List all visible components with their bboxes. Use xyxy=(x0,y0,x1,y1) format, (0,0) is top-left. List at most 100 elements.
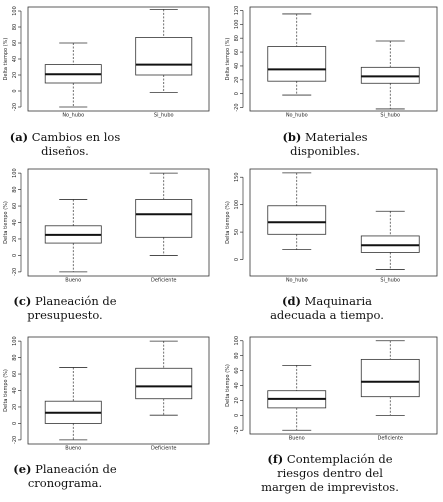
boxplot-chart-a: -20 0 20 40 60 80 100 Delta tiempo (%) No_hubo Si… xyxy=(3,6,210,119)
y-tick-label: 60 xyxy=(12,371,18,377)
y-tick-label: 100 xyxy=(12,336,18,346)
boxplot-chart-c: -20 0 20 40 60 80 100 Delta tiempo (%) Bueno Defi… xyxy=(3,168,210,284)
y-tick-label: 0 xyxy=(12,422,18,425)
y-tick-label: -20 xyxy=(234,426,240,434)
plot-frame xyxy=(27,336,210,445)
y-tick-label: 0 xyxy=(12,254,18,257)
box-1 xyxy=(44,42,102,108)
y-tick-label: 80 xyxy=(234,352,240,358)
caption-c: (c) Planeación de presupuesto. xyxy=(0,294,130,322)
caption-d-line-2: adecuada a tiempo. xyxy=(270,308,384,322)
category-label: Deficiente xyxy=(151,446,177,452)
y-tick-label: 0 xyxy=(12,89,18,92)
category-label: Deficiente xyxy=(378,436,404,442)
category-label: Si_hubo xyxy=(380,278,400,284)
y-tick-label: 40 xyxy=(234,63,240,69)
iqr-box xyxy=(135,199,193,238)
box-1 xyxy=(44,199,102,273)
box-1 xyxy=(267,13,327,96)
y-axis-label: Delta tiempo (%) xyxy=(3,201,9,244)
caption-f-line-1: Contemplación de xyxy=(286,452,393,466)
boxplot-chart-e: -20 0 20 40 60 80 100 Delta tiempo (%) Bueno Defi… xyxy=(3,336,210,452)
y-tick-label: 100 xyxy=(234,336,240,346)
caption-c-line-1: Planeación de xyxy=(34,294,117,308)
y-axis-label: Delta tiempo (%) xyxy=(225,38,231,81)
iqr-box xyxy=(360,358,420,398)
y-tick-label: 50 xyxy=(234,229,240,235)
caption-b-line-1: Materiales xyxy=(305,130,368,144)
y-tick-label: 100 xyxy=(12,168,18,178)
category-label: Si_hubo xyxy=(380,113,400,119)
category-label: Si_hubo xyxy=(154,113,174,119)
caption-f-label: (f) xyxy=(267,452,284,466)
panel-c: -20 0 20 40 60 80 100 Delta tiempo (%) Bueno Defi… xyxy=(0,162,215,290)
box-2 xyxy=(135,8,193,93)
caption-d: (d) Maquinaria adecuada a tiempo. xyxy=(262,294,392,322)
panel-e: -20 0 20 40 60 80 100 Delta tiempo (%) Bueno Defi… xyxy=(0,330,215,458)
iqr-box xyxy=(360,66,420,84)
plot-frame xyxy=(249,336,438,435)
boxplot-chart-f: -20 0 20 40 60 80 100 Delta tiempo (%) Bueno Defi… xyxy=(225,336,438,442)
y-tick-label: 100 xyxy=(12,6,18,16)
y-tick-label: -20 xyxy=(234,103,240,111)
iqr-box xyxy=(135,367,193,400)
box-2 xyxy=(135,172,193,256)
box-2 xyxy=(360,340,420,416)
y-tick-label: 100 xyxy=(234,20,240,30)
y-tick-label: 40 xyxy=(12,219,18,225)
y-tick-label: 60 xyxy=(12,40,18,46)
caption-f-line-3: margen de imprevistos. xyxy=(261,480,399,494)
iqr-box xyxy=(360,235,420,253)
caption-b-label: (b) xyxy=(282,130,302,144)
caption-a-line-1: Cambios en los xyxy=(31,130,121,144)
y-tick-label: 20 xyxy=(12,236,18,242)
caption-e-label: (e) xyxy=(13,462,32,476)
y-axis-label: Delta tiempo (%) xyxy=(3,369,9,412)
y-tick-label: 20 xyxy=(234,77,240,83)
y-tick-label: 150 xyxy=(234,172,240,182)
y-tick-label: 0 xyxy=(234,414,240,417)
y-tick-label: 80 xyxy=(12,354,18,360)
box-1 xyxy=(267,364,327,431)
caption-c-line-2: presupuesto. xyxy=(27,308,103,322)
box-2 xyxy=(360,210,420,270)
y-axis-label: Delta tiempo (%) xyxy=(225,201,231,244)
box-1 xyxy=(267,172,327,251)
category-label: Bueno xyxy=(65,446,81,452)
y-tick-label: 120 xyxy=(234,6,240,16)
panel-f: -20 0 20 40 60 80 100 Delta tiempo (%) Bueno Defi… xyxy=(222,330,443,448)
box-2 xyxy=(135,340,193,416)
plot-frame xyxy=(249,168,438,277)
panel-a: -20 0 20 40 60 80 100 Delta tiempo (%) No_hubo Si… xyxy=(0,0,215,125)
y-tick-label: 20 xyxy=(234,397,240,403)
plot-frame xyxy=(27,168,210,277)
caption-f: (f) Contemplación de riesgos dentro del … xyxy=(240,452,420,494)
category-label: Bueno xyxy=(289,436,305,442)
boxplot-chart-d: 0 50 100 150 Delta tiempo (%) No_hubo Si_hubo xyxy=(225,168,438,284)
category-label: No_hubo xyxy=(286,278,308,284)
caption-f-line-2: riesgos dentro del xyxy=(277,466,383,480)
y-tick-label: -20 xyxy=(12,103,18,111)
y-tick-label: -20 xyxy=(12,268,18,276)
y-tick-label: 0 xyxy=(234,258,240,261)
y-tick-label: 100 xyxy=(234,200,240,210)
box-1 xyxy=(44,367,102,441)
y-tick-label: 80 xyxy=(234,35,240,41)
boxplot-chart-b: -20 0 20 40 60 80 100 120 Delta tiempo (%) No_hub… xyxy=(225,6,438,119)
plot-frame xyxy=(249,6,438,112)
caption-c-label: (c) xyxy=(13,294,32,308)
y-axis-label: Delta tiempo (%) xyxy=(3,38,9,81)
iqr-box xyxy=(267,205,327,235)
category-label: Bueno xyxy=(65,278,81,284)
y-tick-label: 20 xyxy=(12,72,18,78)
caption-b: (b) Materiales disponibles. xyxy=(260,130,390,158)
caption-a-line-2: diseños. xyxy=(41,144,89,158)
caption-e-line-1: Planeación de xyxy=(35,462,117,476)
y-tick-label: 40 xyxy=(12,387,18,393)
y-tick-label: 60 xyxy=(12,203,18,209)
y-tick-label: 80 xyxy=(12,24,18,30)
caption-d-label: (d) xyxy=(282,294,301,308)
y-tick-label: 20 xyxy=(12,404,18,410)
category-label: No_hubo xyxy=(62,113,84,119)
box-2 xyxy=(360,40,420,110)
